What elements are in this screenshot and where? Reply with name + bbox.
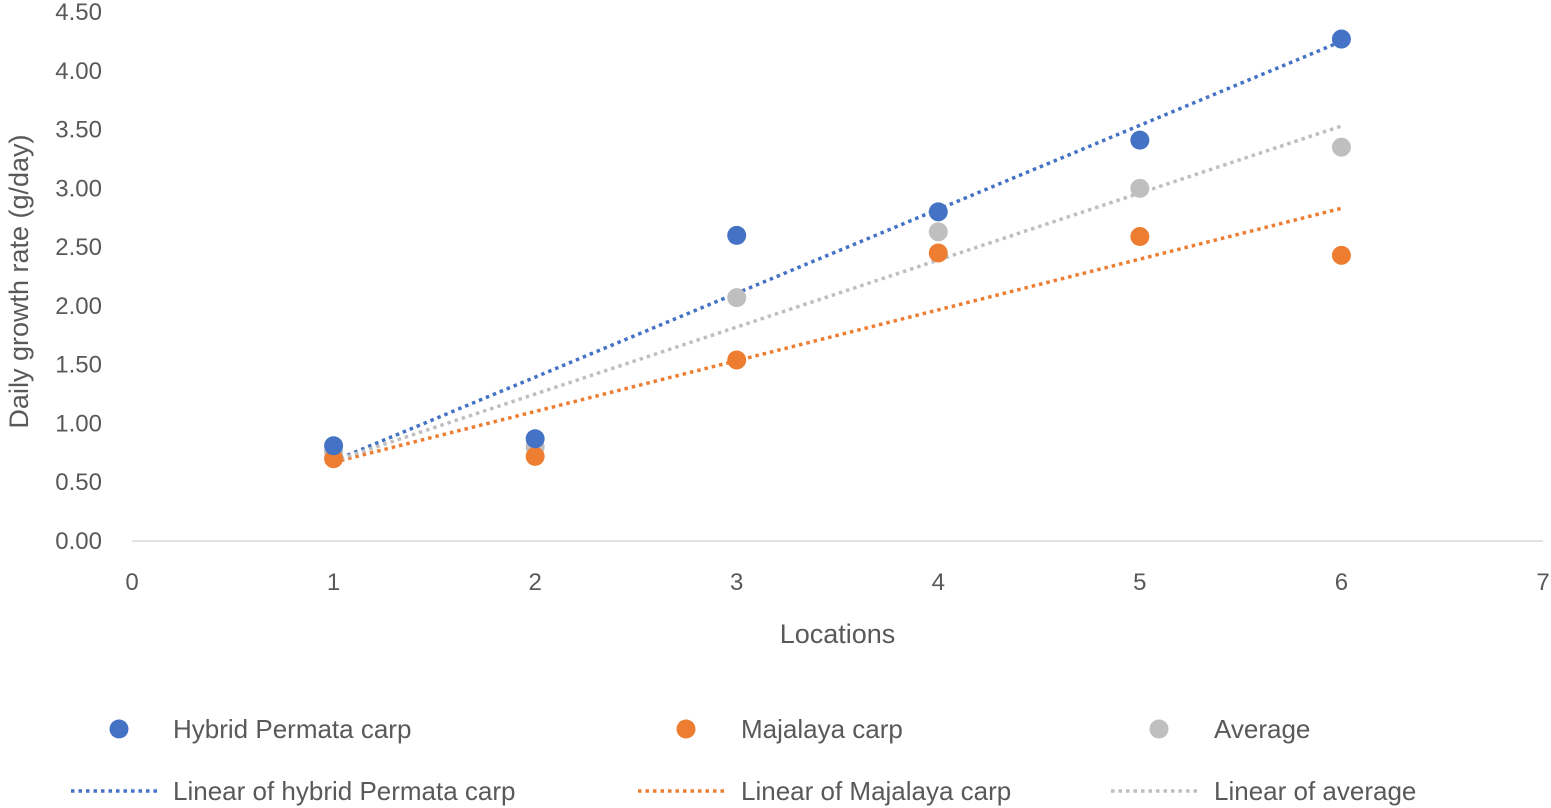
x-axis-title: Locations <box>780 619 896 649</box>
legend-marker-3 <box>1149 719 1169 739</box>
data-point-series-3 <box>1331 137 1351 157</box>
y-tick-label: 0.00 <box>55 528 102 555</box>
trendline-2 <box>333 206 1342 464</box>
data-points <box>324 29 1351 469</box>
data-point-series-2 <box>1130 227 1150 247</box>
data-point-series-3 <box>1130 178 1150 198</box>
data-point-series-1 <box>324 436 344 456</box>
data-point-series-3 <box>928 222 948 242</box>
y-tick-label: 2.50 <box>55 234 102 261</box>
x-tick-label: 0 <box>125 569 138 596</box>
x-tick-label: 2 <box>528 569 541 596</box>
data-point-series-1 <box>727 225 747 245</box>
y-axis-title: Daily growth rate (g/day) <box>4 134 34 428</box>
data-point-series-1 <box>1331 29 1351 49</box>
x-axis-ticks: 0 1 2 3 4 5 6 7 <box>125 569 1549 596</box>
legend: Hybrid Permata carp Majalaya carp Average L… <box>71 714 1416 806</box>
legend-marker-2 <box>676 719 696 739</box>
x-tick-label: 5 <box>1133 569 1146 596</box>
data-point-series-2 <box>928 243 948 263</box>
legend-label: Linear of Majalaya carp <box>741 776 1011 806</box>
y-tick-label: 4.50 <box>55 0 102 26</box>
x-tick-label: 3 <box>730 569 743 596</box>
data-point-series-2 <box>1331 245 1351 265</box>
y-tick-label: 3.00 <box>55 175 102 202</box>
y-tick-label: 4.00 <box>55 58 102 85</box>
trendlines <box>332 39 1343 464</box>
trendline-1 <box>332 39 1343 463</box>
data-point-series-2 <box>727 350 747 370</box>
trendline-3 <box>333 124 1342 463</box>
legend-label: Majalaya carp <box>741 714 903 744</box>
x-tick-label: 4 <box>932 569 945 596</box>
legend-label: Hybrid Permata carp <box>173 714 411 744</box>
y-tick-label: 0.50 <box>55 469 102 496</box>
y-axis-ticks: 0.00 0.50 1.00 1.50 2.00 2.50 3.00 3.50 4.00 4.50 <box>55 0 102 555</box>
legend-label: Linear of average <box>1214 776 1416 806</box>
x-tick-label: 1 <box>327 569 340 596</box>
legend-label: Average <box>1214 714 1310 744</box>
data-point-series-1 <box>928 202 948 222</box>
y-tick-label: 1.00 <box>55 410 102 437</box>
legend-label: Linear of hybrid Permata carp <box>173 776 516 806</box>
y-tick-label: 1.50 <box>55 352 102 379</box>
x-tick-label: 7 <box>1536 569 1549 596</box>
data-point-series-1 <box>525 429 545 449</box>
legend-marker-1 <box>109 719 129 739</box>
x-tick-label: 6 <box>1335 569 1348 596</box>
data-point-series-1 <box>1130 130 1150 150</box>
y-tick-label: 3.50 <box>55 117 102 144</box>
data-point-series-3 <box>727 288 747 308</box>
y-tick-label: 2.00 <box>55 293 102 320</box>
data-point-series-2 <box>525 446 545 466</box>
